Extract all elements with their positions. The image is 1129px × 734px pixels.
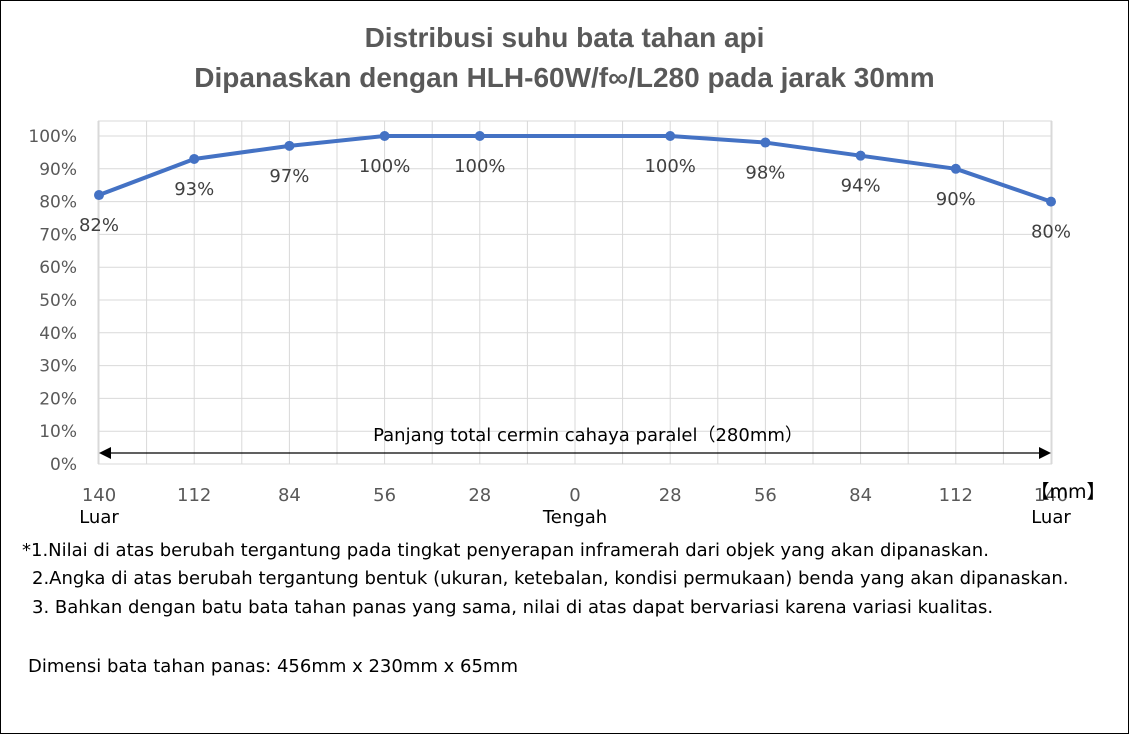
data-point: [1046, 196, 1056, 207]
data-point: [665, 131, 676, 141]
y-tick-label: 30%: [39, 357, 77, 377]
data-point: [950, 163, 961, 174]
y-tick-label: 80%: [39, 193, 77, 213]
data-point: [855, 150, 866, 161]
data-label: 93%: [174, 179, 214, 200]
x-tick-label: 84: [278, 485, 301, 506]
y-tick-label: 50%: [39, 291, 77, 311]
x-unit-label: 【mm】: [1030, 481, 1105, 503]
chart-subtitle: Dipanaskan dengan HLH-60W/f∞/L280 pada j…: [194, 62, 935, 93]
data-label: 98%: [745, 163, 785, 184]
note-2: 2.Angka di atas berubah tergantung bentu…: [32, 568, 1069, 589]
x-tick-label: 112: [177, 485, 211, 506]
x-tick-label: 140: [82, 485, 116, 506]
y-tick-label: 10%: [39, 422, 77, 442]
data-label: 94%: [841, 176, 881, 197]
data-label: 97%: [269, 166, 309, 187]
x-sublabel: Luar: [1031, 507, 1071, 528]
data-label: 100%: [359, 156, 410, 177]
note-3: 3. Bahkan dengan batu bata tahan panas y…: [32, 597, 994, 618]
x-tick-label: 28: [659, 485, 682, 506]
y-tick-label: 20%: [39, 389, 77, 409]
data-label: 82%: [79, 215, 119, 236]
data-label: 90%: [936, 189, 976, 210]
x-sublabel: Tengah: [542, 507, 607, 528]
x-tick-label: 84: [849, 485, 872, 506]
x-tick-label: 56: [373, 485, 396, 506]
y-tick-label: 100%: [28, 127, 77, 147]
data-label: 100%: [454, 156, 505, 177]
brick-dimensions: Dimensi bata tahan panas: 456mm x 230mm …: [28, 656, 518, 677]
chart-title: Distribusi suhu bata tahan api: [364, 22, 765, 53]
arrow-right-head: [1039, 447, 1051, 459]
data-point: [94, 190, 104, 201]
data-label: 80%: [1031, 222, 1071, 243]
data-label: 100%: [644, 156, 695, 177]
x-sublabel: Luar: [79, 507, 119, 528]
x-tick-label: 28: [468, 485, 491, 506]
note-1: *1.Nilai di atas berubah tergantung pada…: [22, 540, 989, 561]
y-tick-label: 60%: [39, 258, 77, 278]
data-point: [284, 140, 295, 151]
x-tick-label: 112: [939, 485, 973, 506]
data-point: [760, 137, 771, 148]
y-tick-label: 90%: [39, 160, 77, 180]
y-tick-label: 40%: [39, 324, 77, 344]
data-point: [474, 131, 485, 141]
x-tick-label: 0: [569, 485, 580, 506]
y-tick-label: 70%: [39, 225, 77, 245]
data-point: [379, 131, 390, 141]
y-tick-label: 0%: [50, 455, 77, 475]
data-point: [189, 153, 200, 164]
x-tick-label: 56: [754, 485, 777, 506]
length-annotation: Panjang total cermin cahaya paralel（280m…: [373, 425, 803, 446]
x-tick-label: 140: [1034, 485, 1068, 506]
arrow-left-head: [99, 447, 111, 459]
series-line: [98, 134, 1052, 204]
